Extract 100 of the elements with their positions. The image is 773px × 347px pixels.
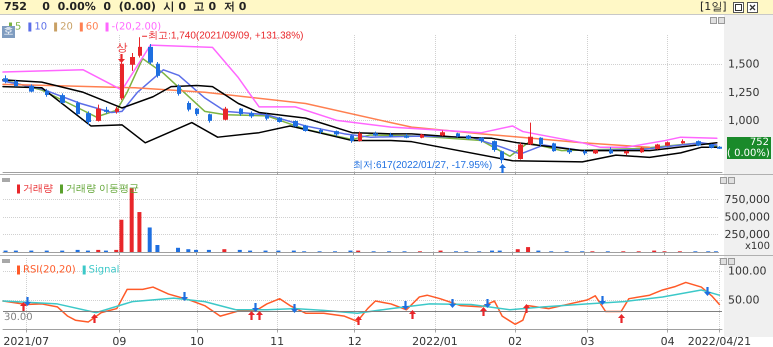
candlestick bbox=[86, 110, 91, 126]
legend-label: 거래량 bbox=[23, 184, 53, 194]
candlestick bbox=[373, 131, 378, 137]
candlestick bbox=[655, 143, 660, 150]
candlestick bbox=[96, 104, 101, 122]
candlestick bbox=[479, 136, 484, 144]
y-tick-label: 750,000 bbox=[724, 192, 770, 206]
legend-label: 10 bbox=[34, 22, 48, 32]
bar bbox=[176, 248, 180, 252]
annotation: 752 ( 0.00%) bbox=[727, 137, 771, 159]
candlestick bbox=[567, 148, 572, 155]
candlestick bbox=[14, 79, 18, 88]
candlestick bbox=[640, 146, 644, 154]
line-series bbox=[2, 289, 720, 314]
candlestick bbox=[177, 84, 181, 96]
candlestick bbox=[45, 88, 49, 98]
candlestick bbox=[3, 74, 8, 84]
y-tick-label: 1,500 bbox=[728, 58, 760, 71]
candlestick bbox=[624, 150, 629, 156]
candlestick bbox=[466, 134, 471, 140]
candlestick bbox=[696, 140, 701, 147]
y-tick-label: 250,000 bbox=[724, 228, 770, 241]
candlestick bbox=[293, 120, 298, 128]
candlestick bbox=[187, 100, 191, 112]
candlestick bbox=[404, 133, 409, 139]
annotation: 상 bbox=[116, 42, 128, 54]
candlestick bbox=[115, 106, 119, 114]
candlestick bbox=[334, 130, 339, 137]
legend-label: 거래량 이동평균 bbox=[66, 184, 140, 194]
candlestick bbox=[539, 136, 543, 147]
candlestick bbox=[709, 143, 714, 149]
text: [1일] bbox=[700, 0, 727, 14]
candlestick bbox=[195, 107, 199, 116]
text: x100 bbox=[744, 241, 770, 253]
y-tick-label: 1,000 bbox=[728, 114, 760, 127]
chart-title: 752 0 0.00% 0 (0.00) 시 0 고 0 저 0 bbox=[4, 0, 246, 14]
bar bbox=[516, 249, 520, 252]
y-tick-label: 500,000 bbox=[724, 210, 770, 224]
x-tick-label: 10 bbox=[190, 335, 204, 347]
candlestick bbox=[552, 142, 556, 152]
candlestick bbox=[440, 130, 445, 137]
x-tick-label: 03 bbox=[580, 335, 595, 347]
candlestick bbox=[420, 133, 424, 139]
candlestick bbox=[358, 131, 362, 142]
x-tick-label: 2021/07 bbox=[3, 335, 50, 347]
x-tick-label: 11 bbox=[270, 335, 284, 347]
candlestick bbox=[350, 134, 354, 144]
legend-label: RSI(20,20) bbox=[23, 264, 76, 276]
candlestick bbox=[249, 110, 254, 119]
legend-label: 5 bbox=[15, 22, 22, 32]
candlestick bbox=[239, 107, 243, 116]
bar bbox=[137, 212, 142, 252]
button: 호 bbox=[2, 26, 15, 38]
candlestick bbox=[319, 128, 323, 134]
legend-label: 20 bbox=[60, 22, 73, 32]
candlestick bbox=[456, 132, 460, 138]
candlestick bbox=[76, 100, 80, 116]
y-tick-label: 100.00 bbox=[728, 264, 766, 278]
x-tick-label: 09 bbox=[112, 335, 126, 347]
candlestick bbox=[277, 116, 282, 124]
x-tick-label: 2022/01 bbox=[412, 335, 458, 347]
bar bbox=[155, 244, 160, 252]
x-tick-label: 12 bbox=[348, 335, 362, 347]
candlestick bbox=[60, 92, 65, 104]
bar bbox=[148, 227, 152, 252]
y-tick-label: 50.00 bbox=[728, 293, 760, 306]
candlestick bbox=[583, 149, 587, 156]
candlestick bbox=[717, 146, 722, 150]
x-tick-label: 02 bbox=[508, 335, 522, 347]
candlestick bbox=[265, 113, 269, 121]
legend-label: -(20,2.00) bbox=[112, 22, 162, 32]
annotation: 최고:1,740(2021/09/09, +131.38%) bbox=[148, 30, 304, 42]
x-tick-label: 2022/04/21 bbox=[688, 335, 752, 347]
candlestick bbox=[609, 146, 613, 155]
candlestick bbox=[303, 124, 308, 132]
candlestick bbox=[528, 122, 533, 146]
legend-label: Signal bbox=[88, 264, 120, 276]
y-tick-label: 1,250 bbox=[728, 86, 760, 99]
annotation: 최저:617(2022/01/27, -17.95%) bbox=[353, 160, 492, 171]
candlestick bbox=[29, 84, 34, 93]
ref-line-label: 30.00 bbox=[4, 312, 33, 323]
candlestick bbox=[681, 138, 685, 144]
x-tick-label: 04 bbox=[660, 335, 675, 347]
candlestick bbox=[492, 140, 497, 152]
candlestick bbox=[223, 106, 228, 121]
candlestick bbox=[104, 106, 109, 114]
candlestick bbox=[593, 149, 598, 155]
candlestick bbox=[156, 61, 160, 78]
legend-label: 60 bbox=[86, 22, 99, 32]
candlestick bbox=[148, 43, 153, 65]
candlestick bbox=[500, 150, 504, 164]
candlestick bbox=[130, 52, 135, 72]
candlestick bbox=[389, 132, 393, 138]
line-series bbox=[2, 44, 718, 148]
candlestick bbox=[665, 141, 670, 147]
bar bbox=[186, 249, 190, 252]
candlestick bbox=[518, 142, 523, 160]
bar bbox=[526, 247, 530, 252]
candlestick bbox=[208, 113, 212, 124]
line-series bbox=[2, 84, 650, 148]
